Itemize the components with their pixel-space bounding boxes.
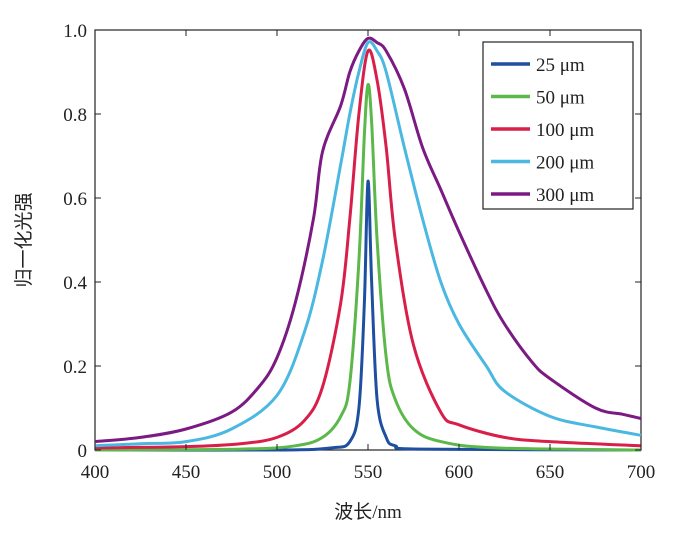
y-tick-label: 0.8: [63, 105, 87, 126]
x-axis-label: 波长/nm: [334, 501, 402, 523]
legend-label: 300 μm: [536, 185, 594, 206]
legend-label: 200 μm: [536, 153, 594, 174]
x-tick-label: 400: [81, 462, 110, 483]
x-tick-label: 550: [354, 462, 383, 483]
x-tick-label: 500: [263, 462, 292, 483]
legend-label: 100 μm: [536, 120, 594, 141]
x-tick-label: 450: [172, 462, 201, 483]
y-tick-label: 1.0: [63, 21, 87, 42]
y-axis-label: 归一化光强: [13, 192, 35, 287]
legend: 25 μm 50 μm 100 μm 200 μm 300 μm: [482, 41, 634, 210]
y-tick-label: 0: [78, 441, 88, 462]
series-line-2: [94, 48, 642, 450]
y-tick-label: 0.2: [63, 357, 87, 378]
series-line-4: [94, 36, 642, 444]
y-tick-label: 0.4: [63, 273, 87, 294]
legend-label: 25 μm: [536, 55, 585, 76]
legend-box: [482, 41, 634, 210]
y-tick-label: 0.6: [63, 189, 87, 210]
x-tick-label: 700: [627, 462, 656, 483]
series-line-1: [94, 83, 642, 452]
series-line-3: [94, 40, 642, 448]
legend-label: 50 μm: [536, 88, 585, 109]
x-tick-label: 600: [445, 462, 474, 483]
x-tick-label: 650: [536, 462, 565, 483]
series-line-0: [94, 179, 642, 452]
